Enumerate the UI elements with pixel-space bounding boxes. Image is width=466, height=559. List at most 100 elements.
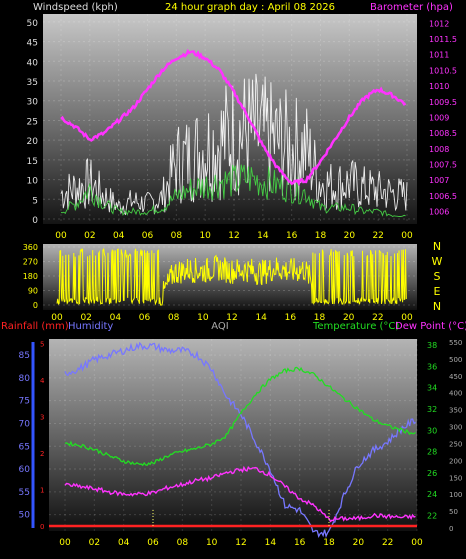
windspeed-line [60,73,408,216]
barometer-tick-label: 1010.5 [429,66,457,75]
temp-hum-plot-area [49,339,417,531]
temperature-tick-label: 24 [427,490,437,499]
time-tick-label: 16 [285,313,297,323]
rainfall-tick-label: 5 [40,341,44,349]
aqi-tick-label: 150 [449,474,462,482]
windspeed-tick-label: 20 [27,137,39,147]
time-tick-label: 20 [344,231,356,241]
aqi-tick-label: 400 [449,390,462,398]
time-tick-label: 18 [315,231,327,241]
time-tick-label: 04 [110,313,122,323]
humidity-tick-label: 50 [19,511,31,521]
time-tick-label: 14 [255,313,267,323]
barometer-tick-label: 1008.5 [429,129,457,138]
average-wind-line [60,164,406,218]
time-tick-label: 22 [372,313,383,323]
rainfall-tick-label: 4 [40,377,45,385]
windspeed-tick-label: 5 [32,196,38,206]
temperature-line [64,366,416,467]
aqi-tick-label: 250 [449,440,462,448]
direction-tick-label: 180 [23,272,38,281]
barometer-axis-title: Barometer (hpa) [370,2,453,13]
time-tick-label: 02 [80,313,91,323]
time-tick-label: 06 [139,313,151,323]
rainfall-tick-label: 2 [40,450,44,458]
direction-series [56,247,407,306]
dewpoint-line [64,465,416,523]
wind-baro-x-tick-labels: 00 02 04 06 08 10 12 14 16 18 20 22 00 [55,231,413,241]
temperature-tick-label: 36 [427,362,437,371]
rainfall-tick-label: 1 [40,487,44,495]
temperature-tick-label: 28 [427,448,437,457]
windspeed-tick-label: 15 [27,157,38,167]
compass-label: N [433,300,441,313]
aqi-tick-label: 200 [449,457,462,465]
time-tick-label: 14 [265,538,277,548]
time-tick-label: 16 [294,538,306,548]
wind-baro-plot-area [43,14,417,224]
aqi-tick-label: 350 [449,407,462,415]
rainfall-tick-label: 0 [40,523,44,531]
windspeed-tick-label: 50 [27,19,39,29]
wind-baro-grid [43,14,417,224]
barometer-tick-label: 1006.5 [429,192,457,201]
time-tick-label: 06 [147,538,159,548]
direction-tick-labels: 0 90 180 270 360 [23,243,38,310]
barometer-tick-label: 1009 [429,113,449,122]
barometer-tick-label: 1008 [429,145,449,154]
aqi-tick-label: 0 [449,525,453,533]
direction-tick-label: 90 [28,287,38,296]
temperature-tick-label: 34 [427,384,437,393]
humidity-tick-label: 80 [19,374,31,384]
time-tick-label: 12 [235,538,246,548]
aqi-tick-label: 300 [449,424,462,432]
humidity-tick-label: 55 [19,488,30,498]
direction-tick-label: 0 [33,301,38,310]
direction-tick-label: 270 [23,258,38,267]
aqi-tick-label: 450 [449,373,462,381]
humidity-legend: Humidity [68,321,113,332]
compass-label: W [432,255,443,268]
compass-label: S [434,270,441,283]
time-tick-label: 08 [168,313,180,323]
time-tick-label: 04 [118,538,130,548]
temperature-legend: Temperature (°C) [312,321,399,332]
time-tick-label: 20 [343,313,355,323]
temp-hum-x-tick-labels: 00 02 04 06 08 10 12 14 16 18 20 22 00 [59,538,423,548]
time-tick-label: 00 [51,313,63,323]
time-tick-label: 04 [113,231,125,241]
windspeed-tick-label: 0 [32,216,38,226]
humidity-tick-label: 60 [19,465,31,475]
windspeed-tick-label: 30 [27,98,39,108]
wind-direction-line [56,247,407,306]
time-tick-label: 00 [411,538,423,548]
barometer-tick-label: 1006 [429,207,449,216]
aqi-tick-label: 550 [449,339,462,347]
time-tick-label: 16 [286,231,298,241]
graph-title: 24 hour graph day : April 08 2026 [165,2,335,13]
aqi-tick-labels: 0 50 100 150 200 250 300 350 400 450 500 550 [449,339,462,533]
time-tick-label: 06 [142,231,154,241]
time-tick-label: 00 [401,231,413,241]
time-tick-label: 12 [226,313,237,323]
windspeed-tick-label: 40 [27,58,39,68]
direction-tick-label: 360 [23,243,38,252]
windspeed-tick-labels: 0 5 10 15 20 25 30 35 40 45 50 [27,19,39,226]
time-tick-label: 08 [171,231,183,241]
time-tick-label: 02 [84,231,95,241]
barometer-tick-label: 1011.5 [429,35,457,44]
time-tick-label: 18 [314,313,326,323]
barometer-line [60,48,407,187]
temperature-tick-label: 26 [427,469,437,478]
temp-hum-series [49,341,417,539]
windspeed-axis-title: Windspeed (kph) [33,2,118,13]
temp-hum-grid [49,339,418,531]
compass-label: E [434,285,441,298]
time-tick-label: 10 [206,538,218,548]
barometer-tick-label: 1011 [429,51,449,60]
humidity-tick-label: 70 [19,419,31,429]
time-tick-label: 02 [89,538,100,548]
barometer-tick-label: 1007.5 [429,160,457,169]
time-tick-label: 22 [372,231,383,241]
